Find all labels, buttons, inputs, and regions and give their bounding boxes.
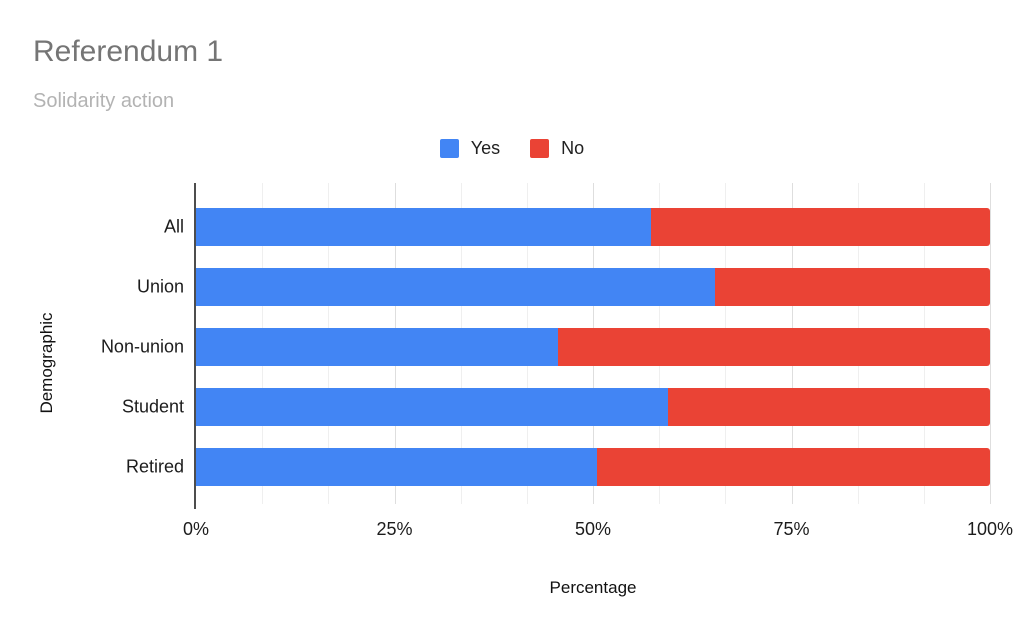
bar-segment-yes (196, 268, 716, 306)
y-axis-line (194, 183, 196, 509)
legend: Yes No (0, 138, 1024, 159)
x-tick-label: 75% (773, 519, 810, 539)
bar-row-retired (196, 448, 990, 486)
bar-row-union (196, 268, 990, 306)
x-tick-label: 25% (376, 519, 413, 539)
bar-row-all (196, 208, 990, 246)
legend-item-no: No (530, 138, 584, 159)
category-label: Non-union (100, 336, 184, 357)
legend-item-yes: Yes (439, 138, 501, 159)
chart-title: Referendum 1 (33, 35, 224, 68)
x-tick-label: 50% (574, 519, 612, 539)
plot-area (196, 183, 991, 504)
bar-segment-yes (196, 388, 668, 426)
x-tick-label: 0% (182, 519, 210, 539)
bar-segment-no (715, 268, 990, 306)
major-gridline (990, 183, 991, 504)
chart-subtitle: Solidarity action (33, 90, 175, 112)
bar-segment-no (667, 388, 990, 426)
bar-segment-yes (196, 328, 559, 366)
legend-label: Yes (470, 138, 501, 158)
x-tick-label: 100% (966, 519, 1014, 539)
legend-label: No (561, 138, 585, 158)
category-label: Union (136, 276, 184, 297)
legend-swatch-icon (439, 139, 459, 158)
x-axis-title: Percentage (549, 578, 637, 597)
category-label: Student (121, 396, 184, 417)
legend-swatch-icon (530, 139, 550, 158)
bar-row-student (196, 388, 990, 426)
bar-segment-yes (196, 448, 597, 486)
bar-segment-no (596, 448, 990, 486)
category-label: Retired (125, 456, 184, 477)
bar-row-non-union (196, 328, 990, 366)
category-label: All (163, 216, 184, 237)
bar-segment-no (650, 208, 990, 246)
bar-segment-yes (196, 208, 651, 246)
bar-segment-no (558, 328, 990, 366)
